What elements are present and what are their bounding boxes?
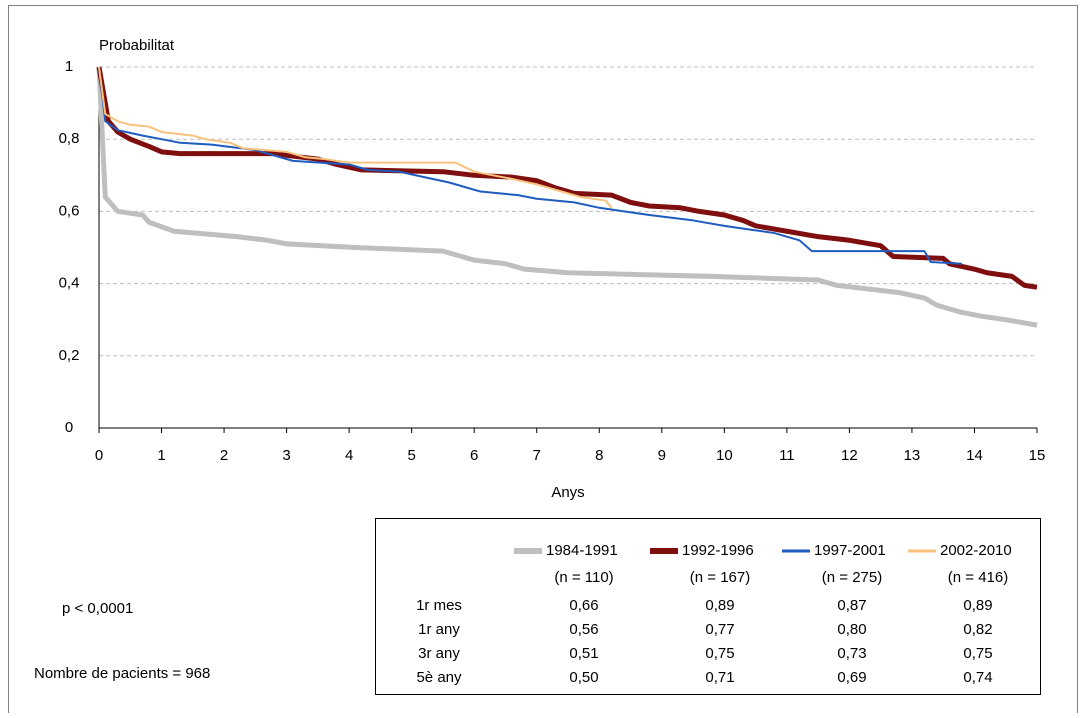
row-label: 1r mes [416, 597, 462, 614]
x-tick-label: 13 [904, 447, 921, 464]
n-label: (n = 110) [554, 569, 613, 586]
x-axis-label: Anys [551, 484, 584, 501]
legend-label: 1992-1996 [682, 542, 754, 559]
table-cell: 0,74 [963, 669, 992, 686]
legend-label: 1997-2001 [814, 542, 886, 559]
y-tick-label: 0,4 [59, 275, 80, 292]
x-tick-label: 4 [345, 447, 353, 464]
x-tick-label: 12 [841, 447, 858, 464]
x-tick-label: 11 [779, 447, 795, 464]
table-cell: 0,50 [569, 669, 598, 686]
x-tick-label: 6 [470, 447, 478, 464]
n-label: (n = 416) [948, 569, 1008, 586]
x-tick-label: 3 [282, 447, 290, 464]
x-tick-label: 10 [716, 447, 733, 464]
row-label: 5è any [416, 669, 462, 686]
y-tick-label: 0,2 [59, 347, 80, 364]
table-cell: 0,75 [705, 645, 734, 662]
x-tick-label: 2 [220, 447, 228, 464]
table-cell: 0,69 [837, 669, 866, 686]
y-tick-label: 0 [65, 419, 73, 436]
frame [8, 5, 1078, 718]
table-cell: 0,66 [569, 597, 598, 614]
table-cell: 0,51 [569, 645, 598, 662]
patient-count: Nombre de pacients = 968 [34, 665, 210, 682]
n-label: (n = 275) [822, 569, 882, 586]
x-tick-label: 15 [1029, 447, 1046, 464]
x-tick-label: 9 [658, 447, 666, 464]
summary-table [375, 518, 1041, 695]
table-cell: 0,89 [705, 597, 734, 614]
table-cell: 0,56 [569, 621, 598, 638]
table-cell: 0,82 [963, 621, 992, 638]
x-tick-label: 1 [157, 447, 165, 464]
table-cell: 0,73 [837, 645, 866, 662]
survival-line [96, 66, 1038, 328]
p-value: p < 0,0001 [62, 600, 133, 617]
table-cell: 0,87 [837, 597, 866, 614]
x-tick-label: 14 [966, 447, 983, 464]
x-tick-label: 5 [407, 447, 415, 464]
table-cell: 0,71 [705, 669, 734, 686]
legend-label: 2002-2010 [940, 542, 1012, 559]
table-cell: 0,77 [705, 621, 734, 638]
table-cell: 0,89 [963, 597, 992, 614]
table-cell: 0,80 [837, 621, 866, 638]
survival-line [96, 66, 1038, 290]
table-cell: 0,75 [963, 645, 992, 662]
legend-label: 1984-1991 [546, 542, 618, 559]
y-tick-label: 1 [65, 58, 73, 75]
survival-line [98, 66, 963, 265]
row-label: 1r any [418, 621, 460, 638]
y-tick-label: 0,8 [59, 130, 80, 147]
x-tick-label: 8 [595, 447, 603, 464]
x-tick-label: 7 [533, 447, 541, 464]
y-axis-label: Probabilitat [99, 37, 175, 54]
row-label: 3r any [418, 645, 460, 662]
n-label: (n = 167) [690, 569, 750, 586]
y-tick-label: 0,6 [59, 202, 80, 219]
x-tick-label: 0 [95, 447, 103, 464]
survival-line [98, 66, 613, 209]
